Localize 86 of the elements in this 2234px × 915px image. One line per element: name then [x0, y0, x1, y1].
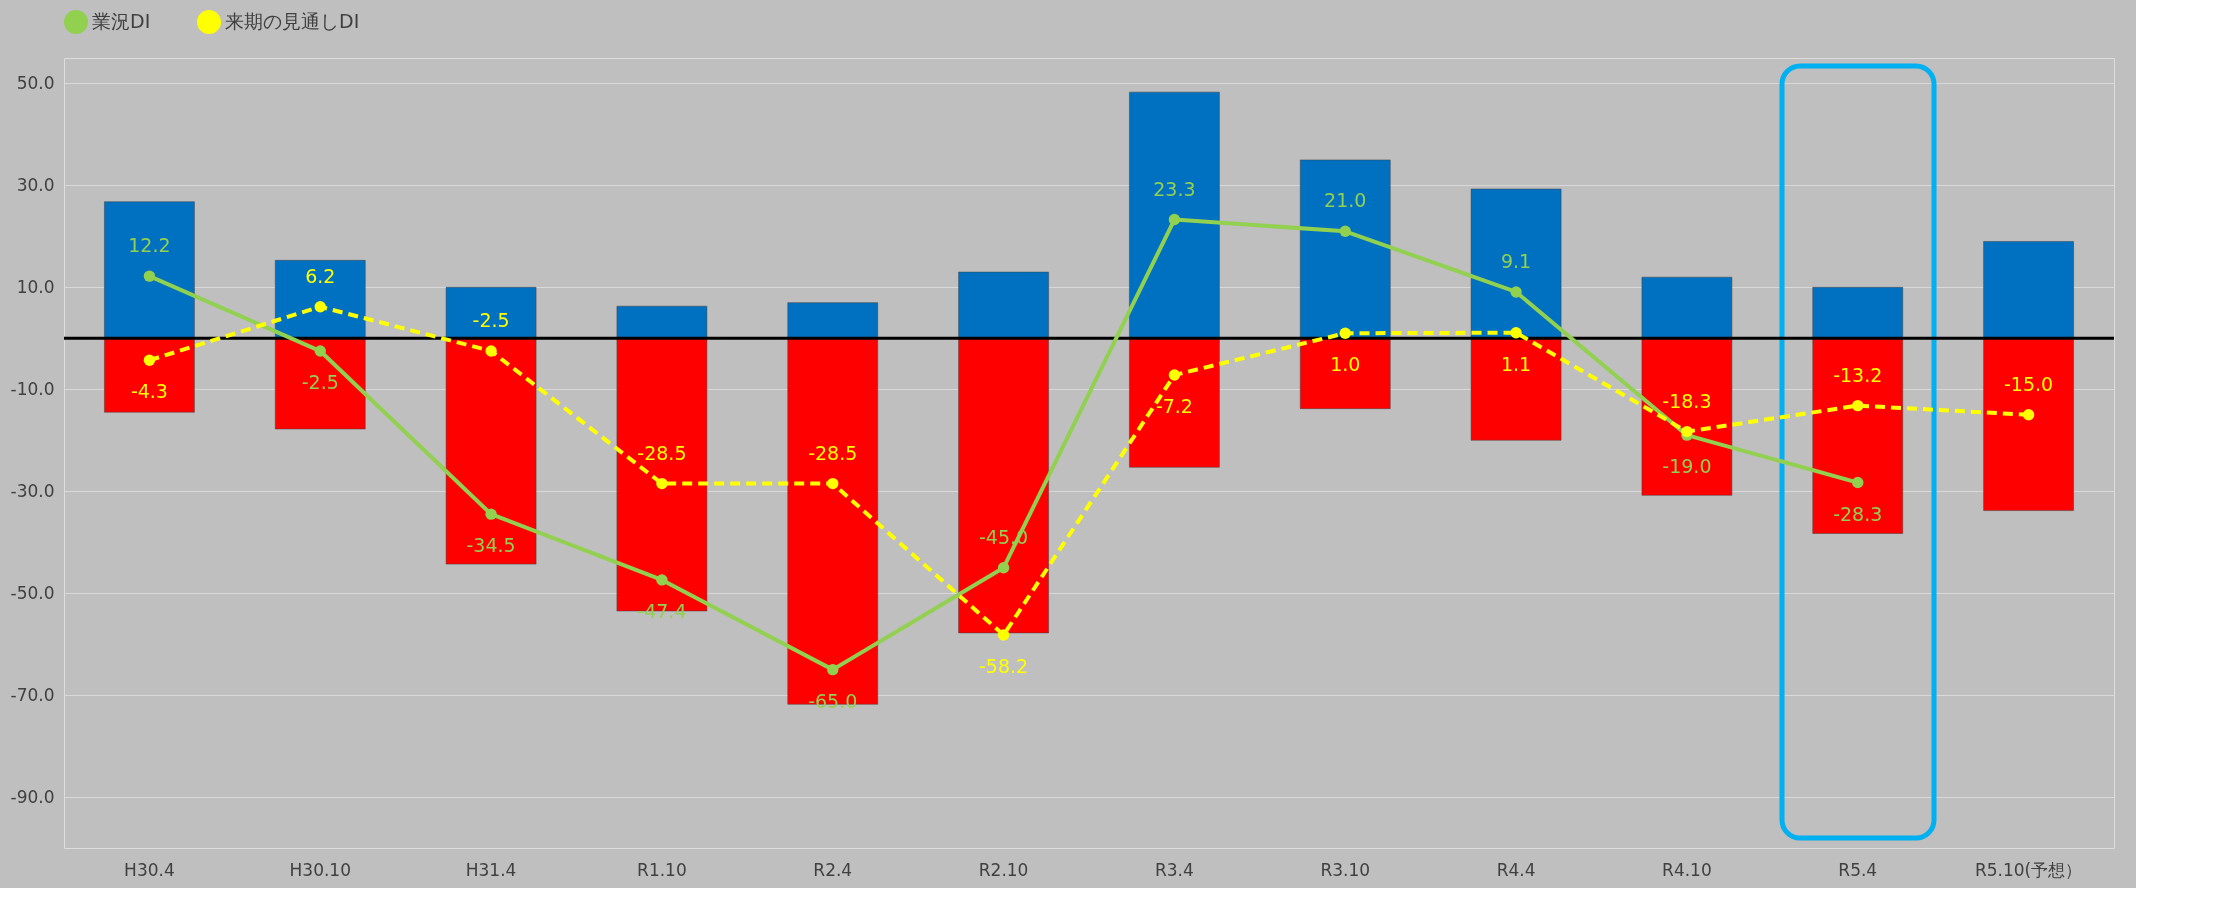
point	[1168, 213, 1181, 226]
bar	[1129, 338, 1220, 468]
y-tick-label: 10.0	[16, 276, 55, 297]
bar	[1641, 338, 1733, 496]
x-tick-label: R2.10	[978, 859, 1029, 880]
bar	[445, 287, 537, 339]
x-tick-label: R5.4	[1838, 859, 1878, 880]
point	[314, 301, 326, 313]
point	[997, 561, 1010, 574]
bar	[1812, 287, 1903, 339]
point	[485, 345, 497, 357]
point	[143, 354, 156, 366]
bar	[787, 302, 878, 339]
data-label: 23.3	[1153, 177, 1196, 200]
data-label: -18.3	[1662, 389, 1712, 412]
data-label: 1.1	[1500, 352, 1532, 375]
data-label: 12.2	[128, 234, 171, 257]
x-tick-label: R4.10	[1662, 859, 1712, 880]
y-tick-label: -30.0	[10, 480, 55, 501]
x-tick-label: H30.10	[289, 859, 351, 880]
point	[2022, 409, 2035, 421]
bar	[1129, 91, 1220, 339]
bar	[1470, 188, 1562, 339]
data-label: -28.3	[1833, 502, 1883, 525]
point	[143, 270, 156, 282]
data-label: -7.2	[1155, 395, 1193, 418]
y-tick-label: -10.0	[10, 378, 55, 399]
data-label: -34.5	[466, 534, 516, 557]
x-tick-label: H31.4	[465, 859, 517, 880]
point	[1510, 327, 1522, 339]
point	[1852, 399, 1864, 412]
y-tick-label: -90.0	[10, 786, 55, 807]
data-label: -4.3	[130, 380, 168, 403]
x-tick-label: R4.4	[1496, 859, 1536, 880]
point	[997, 629, 1010, 641]
point	[827, 477, 839, 490]
bar	[1470, 338, 1562, 441]
x-tick-label: R3.10	[1320, 859, 1371, 880]
x-tick-label: R2.4	[813, 859, 853, 880]
data-label: 9.1	[1500, 249, 1532, 272]
x-tick-label: H30.4	[124, 859, 175, 880]
point	[827, 663, 839, 676]
y-tick-label: 30.0	[16, 174, 55, 195]
bar	[616, 305, 708, 339]
data-label: -2.5	[301, 371, 339, 394]
point	[1852, 476, 1864, 489]
point	[1339, 327, 1351, 339]
y-tick-label: -70.0	[10, 684, 55, 705]
bar	[1983, 241, 2074, 339]
bar	[104, 338, 195, 413]
data-label: -19.0	[1662, 455, 1712, 478]
bar	[958, 271, 1049, 339]
data-label: 21.0	[1324, 189, 1367, 212]
data-label: 1.0	[1330, 353, 1361, 376]
point	[485, 508, 497, 520]
bar	[1812, 338, 1903, 534]
bar	[958, 338, 1049, 634]
data-label: -15.0	[2004, 372, 2054, 395]
bar	[1641, 276, 1733, 339]
bar	[1300, 338, 1391, 409]
y-tick-label: -50.0	[10, 582, 55, 603]
point	[314, 345, 326, 357]
point	[1681, 425, 1693, 438]
bar	[1300, 159, 1391, 339]
x-tick-label: R1.10	[637, 859, 687, 880]
bar	[1983, 338, 2074, 511]
point	[656, 574, 668, 586]
legend-label: 来期の見通しDI	[225, 10, 360, 32]
data-label: -2.5	[472, 309, 510, 332]
legend-label: 業況DI	[92, 10, 151, 32]
x-tick-label: R3.4	[1154, 859, 1194, 880]
point	[1339, 225, 1351, 237]
bar	[104, 201, 195, 339]
point	[1168, 369, 1181, 381]
bar	[275, 260, 366, 339]
data-label: -28.5	[808, 441, 858, 464]
data-label: 6.2	[305, 264, 336, 287]
data-label: -13.2	[1833, 363, 1883, 386]
data-label: -58.2	[979, 654, 1029, 677]
data-label: -28.5	[637, 441, 687, 464]
x-tick-label: R5.10(予想）	[1974, 859, 2083, 880]
bar	[275, 338, 366, 430]
point	[1510, 286, 1522, 298]
point	[656, 477, 668, 490]
y-tick-label: 50.0	[16, 72, 55, 93]
bar	[445, 338, 537, 565]
